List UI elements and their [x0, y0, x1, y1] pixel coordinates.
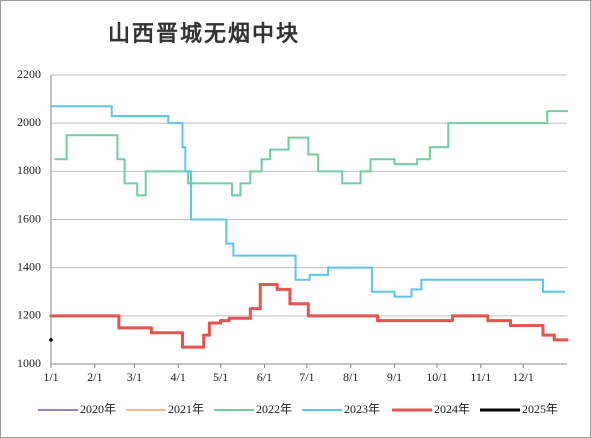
legend-label: 2023年 — [344, 402, 380, 416]
legend-label: 2022年 — [256, 402, 292, 416]
legend-label: 2024年 — [434, 402, 470, 416]
x-tick-label: 9/1 — [387, 370, 402, 384]
y-tick-label: 1800 — [17, 163, 41, 177]
data-point — [49, 338, 53, 342]
x-tick-label: 6/1 — [257, 370, 272, 384]
y-tick-label: 1000 — [17, 356, 41, 370]
x-tick-label: 5/1 — [213, 370, 228, 384]
x-tick-label: 4/1 — [171, 370, 186, 384]
x-tick-label: 1/1 — [43, 370, 58, 384]
x-tick-label: 7/1 — [299, 370, 314, 384]
legend-label: 2020年 — [80, 402, 116, 416]
y-tick-label: 1600 — [17, 211, 41, 225]
y-tick-label: 2200 — [17, 67, 41, 81]
x-tick-label: 12/1 — [513, 370, 534, 384]
y-tick-label: 1200 — [17, 308, 41, 322]
x-tick-label: 2/1 — [87, 370, 102, 384]
x-tick-label: 10/1 — [426, 370, 447, 384]
y-tick-label: 2000 — [17, 115, 41, 129]
y-tick-label: 1400 — [17, 259, 41, 273]
chart-title: 山西晋城无烟中块 — [108, 21, 300, 46]
legend-label: 2025年 — [522, 402, 558, 416]
legend-label: 2021年 — [168, 402, 204, 416]
x-tick-label: 3/1 — [127, 370, 142, 384]
x-tick-label: 11/1 — [470, 370, 491, 384]
x-tick-label: 8/1 — [343, 370, 358, 384]
